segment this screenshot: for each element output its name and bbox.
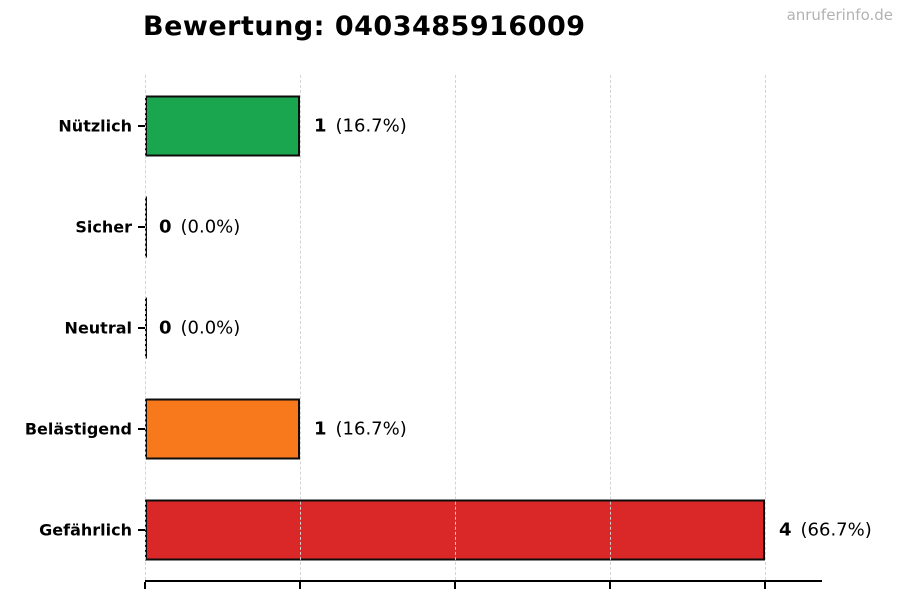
plot-area: Nützlich 1 (16.7%) Sicher 0 (0.0%) Neutral… [25, 75, 872, 589]
chart-row-sicher: Sicher 0 (0.0%) [75, 176, 822, 277]
gridline-x2 [455, 75, 456, 580]
y-tick [138, 124, 145, 127]
value-label: 0 (0.0%) [159, 317, 240, 338]
y-tick [138, 528, 145, 531]
watermark-text: anruferinfo.de [786, 6, 893, 24]
category-label: Sicher [75, 217, 132, 236]
x-axis-line [145, 580, 822, 582]
value-percent: (16.7%) [335, 115, 407, 136]
value-label: 0 (0.0%) [159, 216, 240, 237]
value-count: 0 [159, 317, 172, 338]
x-tick-3 [609, 582, 611, 589]
x-tick-0 [144, 582, 146, 589]
gridline-x0 [145, 75, 146, 580]
y-tick [138, 427, 145, 430]
y-tick [138, 326, 145, 329]
value-count: 0 [159, 216, 172, 237]
x-tick-2 [454, 582, 456, 589]
bar-neutral [145, 297, 147, 358]
category-label: Gefährlich [39, 520, 132, 539]
bar-nuetzlich [145, 95, 300, 156]
category-label: Nützlich [58, 116, 132, 135]
gridline-x4 [765, 75, 766, 580]
gridline-x1 [300, 75, 301, 580]
bar-rows: Nützlich 1 (16.7%) Sicher 0 (0.0%) Neutral… [25, 75, 872, 580]
category-label: Neutral [64, 318, 132, 337]
value-percent: (0.0%) [180, 216, 241, 237]
chart-row-neutral: Neutral 0 (0.0%) [65, 277, 822, 378]
value-percent: (66.7%) [800, 519, 872, 540]
x-tick-1 [299, 582, 301, 589]
value-count: 4 [779, 519, 792, 540]
value-label: 4 (66.7%) [779, 519, 872, 540]
y-tick [138, 225, 145, 228]
bar-sicher [145, 196, 147, 257]
chart-title: Bewertung: 0403485916009 [143, 11, 586, 42]
x-tick-4 [764, 582, 766, 589]
category-label: Belästigend [24, 419, 132, 438]
chart-row-belaestigend: Belästigend 1 (16.7%) [25, 378, 822, 479]
chart-row-nuetzlich: Nützlich 1 (16.7%) [58, 75, 822, 176]
bar-belaestigend [145, 398, 300, 459]
chart-row-gefaehrlich: Gefährlich 4 (66.7%) [39, 479, 872, 580]
value-count: 1 [314, 418, 327, 439]
gridline-x3 [610, 75, 611, 580]
value-percent: (0.0%) [180, 317, 241, 338]
value-label: 1 (16.7%) [314, 115, 407, 136]
value-count: 1 [314, 115, 327, 136]
value-percent: (16.7%) [335, 418, 407, 439]
value-label: 1 (16.7%) [314, 418, 407, 439]
